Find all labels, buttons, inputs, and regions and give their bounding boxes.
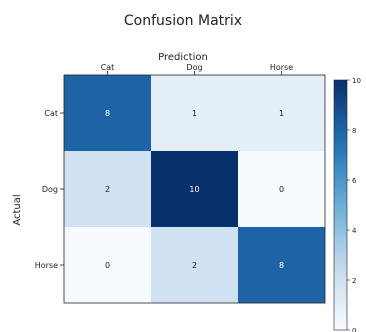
colorbar-tick-label: 6 [352, 177, 357, 185]
y-tick-label: Horse [35, 261, 58, 270]
heatmap-cell [238, 227, 325, 303]
heatmap-cell [151, 227, 238, 303]
x-tick-label: Horse [270, 63, 293, 72]
x-tick-label: Cat [101, 63, 115, 72]
cell-value-label: 2 [105, 185, 110, 194]
x-tick-labels: Cat Dog Horse [101, 63, 293, 75]
heatmap-cell [64, 151, 151, 227]
chart-title: Confusion Matrix [124, 13, 242, 29]
heatmap-cells: 8 1 1 2 10 0 0 2 8 [63, 74, 326, 304]
x-axis-label: Prediction [158, 52, 208, 63]
heatmap-cell [151, 151, 238, 227]
cell-value-label: 8 [105, 109, 110, 118]
cell-value-label: 0 [279, 185, 284, 194]
cell-value-label: 0 [105, 261, 110, 270]
colorbar-tick-label: 2 [352, 277, 356, 285]
heatmap-cell [64, 227, 151, 303]
cell-value-label: 8 [279, 261, 284, 270]
heatmap-cell [64, 75, 151, 151]
y-tick-label: Cat [44, 109, 58, 118]
heatmap-cell [238, 151, 325, 227]
colorbar: 10 8 6 4 2 0 [333, 77, 361, 332]
heatmap-cell [238, 75, 325, 151]
colorbar-tick-label: 8 [352, 127, 356, 135]
y-tick-label: Dog [42, 185, 58, 194]
colorbar-tick-label: 0 [352, 327, 356, 332]
heatmap-cell [151, 75, 238, 151]
cell-value-label: 1 [279, 109, 284, 118]
colorbar-gradient [333, 79, 348, 331]
y-tick-labels: Cat Dog Horse [35, 109, 64, 270]
colorbar-tick-label: 10 [352, 77, 361, 85]
cell-value-label: 2 [192, 261, 197, 270]
colorbar-tick-label: 4 [352, 227, 357, 235]
cell-value-label: 10 [189, 185, 199, 194]
y-axis-label: Actual [12, 194, 23, 225]
cell-value-label: 1 [192, 109, 197, 118]
x-tick-label: Dog [186, 63, 202, 72]
